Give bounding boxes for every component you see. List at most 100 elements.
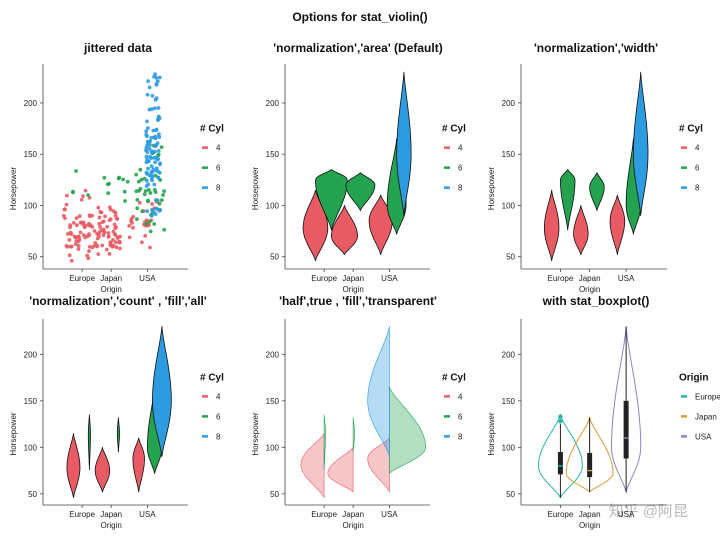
scatter-point — [62, 207, 67, 212]
legend-label: 6 — [695, 164, 700, 173]
scatter-point — [109, 240, 113, 245]
violin-shape — [302, 189, 329, 262]
scatter-point — [147, 146, 152, 151]
legend: # Cyl 4 6 8 — [200, 372, 224, 441]
violin-shape — [368, 194, 393, 256]
scatter-point — [87, 232, 91, 237]
y-tick-label: 200 — [266, 99, 280, 108]
panel-title: 'half',true , 'fill','transparent' — [279, 294, 437, 308]
x-tick-label: USA — [618, 274, 635, 283]
scatter-point — [87, 195, 92, 200]
x-tick-label: USA — [381, 274, 398, 283]
scatter-point — [68, 223, 73, 228]
scatter-point — [112, 222, 117, 227]
scatter-point — [137, 200, 142, 205]
y-tick-label: 150 — [502, 150, 516, 159]
scatter-point — [148, 229, 153, 234]
scatter-point — [74, 239, 79, 243]
scatter-point — [111, 229, 116, 234]
scatter-point — [77, 235, 81, 240]
scatter-point — [75, 223, 79, 228]
scatter-point — [65, 232, 70, 236]
legend-title: # Cyl — [442, 124, 466, 135]
violin-shape — [352, 417, 355, 453]
scatter-point — [159, 198, 164, 203]
x-tick-label: Japan — [579, 510, 601, 519]
scatter-point — [138, 186, 143, 191]
violin-shape — [66, 433, 81, 498]
y-tick-label: 50 — [270, 490, 279, 499]
scatter-point — [156, 175, 161, 180]
legend-label: USA — [695, 432, 712, 441]
scatter-point — [81, 194, 85, 199]
scatter-point — [146, 166, 151, 171]
x-axis-label: Origin — [342, 285, 363, 294]
scatter-point — [151, 128, 156, 133]
scatter-point — [147, 219, 152, 224]
scatter-point — [142, 192, 147, 197]
scatter-point — [79, 197, 84, 202]
scatter-point — [113, 226, 118, 231]
scatter-point — [97, 215, 102, 220]
scatter-point — [78, 220, 83, 225]
legend-label: 4 — [458, 392, 463, 401]
violin-shape — [589, 172, 605, 211]
scatter-point — [149, 107, 154, 112]
x-tick-label: Japan — [342, 510, 364, 519]
boxplot-outlier — [558, 419, 563, 424]
scatter-point — [129, 217, 134, 221]
violin-shape — [396, 71, 412, 217]
x-tick-label: USA — [618, 510, 635, 519]
legend-title: # Cyl — [442, 372, 466, 383]
scatter-point — [157, 201, 162, 206]
violin-shape — [94, 446, 111, 493]
x-tick-label: Japan — [100, 510, 122, 519]
scatter-point — [123, 199, 127, 203]
y-tick-label: 50 — [506, 253, 515, 262]
panel-3: 'normalization','width' 50 100 150 200 Europe… — [487, 41, 703, 294]
violin-shape — [323, 414, 326, 470]
scatter-point — [71, 221, 76, 225]
scatter-point — [67, 253, 72, 258]
y-tick-label: 200 — [266, 350, 280, 359]
scatter-point — [152, 106, 157, 111]
legend: # Cyl 4 6 8 — [442, 124, 466, 193]
scatter-point — [127, 224, 132, 228]
scatter-point — [87, 249, 91, 254]
scatter-point — [122, 189, 127, 194]
scatter-point — [148, 245, 152, 250]
scatter-point — [65, 244, 70, 249]
x-tick-label: USA — [139, 510, 156, 519]
scatter-point — [152, 222, 157, 226]
legend: # Cyl 4 6 8 — [679, 124, 703, 193]
boxplot-outlier — [558, 414, 563, 419]
legend-label: 6 — [216, 412, 221, 421]
scatter-point — [143, 233, 148, 238]
scatter-point — [71, 190, 75, 195]
scatter-point — [136, 179, 141, 184]
scatter-point — [73, 235, 78, 240]
scatter-point — [78, 230, 83, 235]
boxplot-box — [623, 400, 629, 459]
scatter-point — [144, 178, 149, 183]
scatter-point — [127, 235, 132, 240]
y-tick-label: 150 — [24, 397, 38, 406]
scatter-point — [157, 132, 161, 137]
scatter-point — [154, 166, 159, 171]
scatter-point — [154, 82, 159, 87]
x-tick-label: Europe — [69, 510, 95, 519]
scatter-point — [144, 132, 149, 137]
y-axis-label: Horsepower — [9, 412, 18, 455]
scatter-point — [113, 213, 118, 218]
x-tick-label: Europe — [311, 510, 337, 519]
scatter-point — [134, 189, 139, 194]
y-tick-label: 150 — [502, 397, 516, 406]
scatter-point — [130, 221, 135, 225]
scatter-point — [156, 114, 161, 119]
legend: # Cyl 4 6 8 — [200, 124, 224, 193]
violin-shape — [87, 414, 91, 471]
scatter-point — [154, 198, 158, 203]
scatter-point — [83, 223, 88, 228]
scatter-point — [113, 240, 118, 245]
